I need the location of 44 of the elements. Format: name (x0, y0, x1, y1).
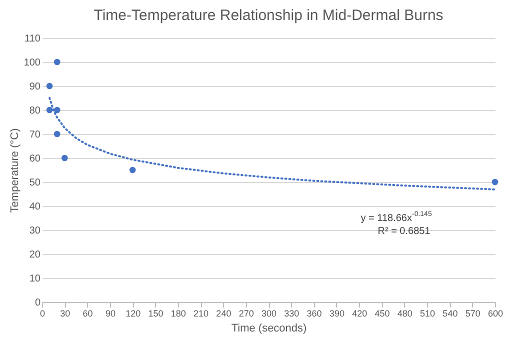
y-tick-label: 80 (29, 106, 41, 116)
x-tick-label: 240 (216, 308, 232, 318)
y-tick-label: 70 (29, 130, 41, 140)
x-tick-label: 330 (284, 308, 300, 318)
x-tick-label: 390 (329, 308, 344, 318)
point (46, 82, 53, 90)
x-tick-label: 570 (465, 308, 480, 318)
point (54, 58, 60, 66)
y-tick-label: 40 (29, 202, 41, 212)
x-tick-label: 600 (488, 308, 504, 318)
x-tick-label: 450 (374, 308, 390, 318)
y-tick-label: 0 (34, 298, 41, 308)
y-axis-title: Temperature (°C) (8, 128, 21, 213)
x-tick-label: 300 (261, 308, 277, 318)
point (492, 178, 498, 186)
point (61, 154, 68, 162)
x-tick-label: 270 (238, 308, 254, 318)
chart-title: Time-Temperature Relationship in Mid-Dermal Burns (94, 7, 444, 24)
point (54, 130, 60, 138)
x-axis-title: Time (seconds) (231, 322, 307, 334)
y-tick-label: 90 (29, 82, 41, 92)
x-tick-label: 180 (170, 308, 186, 318)
y-tick-label: 110 (24, 34, 41, 44)
point (46, 106, 53, 114)
y-tick-label: 30 (29, 226, 41, 236)
x-tick-label: 210 (194, 308, 209, 318)
x-tick-label: 480 (397, 308, 412, 318)
point (54, 106, 60, 114)
x-tick-label: 510 (420, 308, 436, 318)
y-tick-label: 10 (29, 274, 41, 284)
x-tick-label: 60 (82, 308, 93, 318)
y-tick-label: 20 (29, 250, 41, 260)
x-tick-label: 420 (352, 308, 368, 318)
x-tick-label: 540 (442, 308, 458, 318)
x-tick-label: 150 (148, 308, 164, 318)
annotation: R² = 0.6851 (378, 226, 431, 237)
x-tick-label: 360 (306, 308, 322, 318)
x-tick-label: 90 (105, 308, 116, 318)
y-tick-label: 100 (24, 58, 41, 68)
y-tick-label: 50 (29, 178, 41, 188)
y-tick-label: 60 (29, 154, 41, 164)
point (129, 166, 136, 174)
x-tick-label: 120 (126, 308, 141, 318)
x-tick-label: 30 (60, 308, 70, 318)
